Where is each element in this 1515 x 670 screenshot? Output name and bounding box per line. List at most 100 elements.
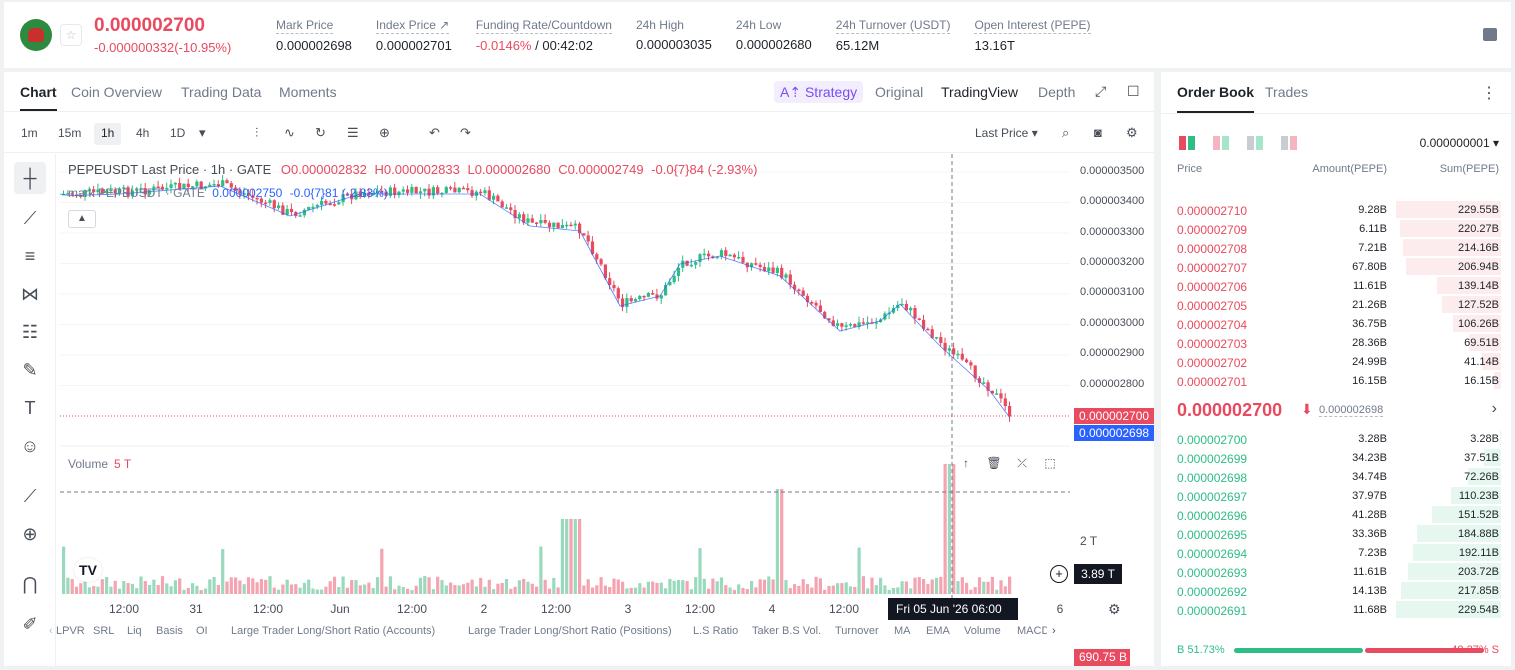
bid-row[interactable]: 0.000002695 33.36B 184.88B [1161, 524, 1511, 543]
trash-icon[interactable]: 🗑 [986, 456, 1002, 470]
view-tradingview[interactable]: TradingView [941, 84, 1019, 100]
text-tool-icon[interactable]: T [24, 397, 36, 418]
timeframe-1d[interactable]: 1D [170, 126, 186, 140]
tab-order-book[interactable]: Order Book [1177, 84, 1255, 113]
timeframe-1h[interactable]: 1h [94, 123, 122, 145]
indicator-srl[interactable]: SRL [93, 625, 115, 637]
price-type-select[interactable]: Last Price ▾ [975, 126, 1038, 140]
indicator-trader-accounts[interactable]: Large Trader Long/Short Ratio (Accounts) [231, 625, 436, 637]
timeframe-1m[interactable]: 1m [21, 126, 38, 140]
stat-24h-turnover[interactable]: 24h Turnover (USDT) 65.12M [835, 18, 951, 53]
crosshair-icon[interactable]: ┼ [14, 162, 46, 194]
list-icon[interactable]: ☰ [347, 125, 359, 140]
indicator-liq[interactable]: Liq [127, 625, 142, 637]
add-indicator-icon[interactable]: ⊕ [379, 125, 390, 140]
chart-settings-icon[interactable]: ⚙ [1108, 601, 1121, 617]
search-icon[interactable]: ⌕ [1062, 125, 1070, 140]
ask-row[interactable]: 0.000002702 24.99B 41.14B [1161, 352, 1511, 371]
more-options-icon[interactable]: ⋮ [1481, 85, 1497, 102]
favorite-star-icon[interactable]: ☆ [60, 24, 82, 46]
mode-bids-icon[interactable] [1247, 136, 1263, 150]
magnet-icon[interactable]: ⋂ [22, 573, 38, 594]
ruler-icon[interactable]: ⟋ [23, 485, 37, 506]
strategy-button[interactable]: A⇡ Strategy [774, 81, 864, 103]
maximize-pane-icon[interactable]: ⬚ [1044, 456, 1056, 470]
emoji-icon[interactable]: ☺ [20, 435, 40, 456]
tab-trading-data[interactable]: Trading Data [181, 84, 262, 100]
ask-row[interactable]: 0.000002706 11.61B 139.14B [1161, 276, 1511, 295]
indicators-icon[interactable]: ∿ [284, 125, 295, 140]
view-original[interactable]: Original [875, 84, 924, 100]
view-depth[interactable]: Depth [1038, 84, 1076, 100]
stat-funding-rate[interactable]: Funding Rate/Countdown -0.0146% / 00:42:… [475, 18, 612, 53]
undo-icon[interactable]: ↶ [429, 125, 440, 140]
redo-icon[interactable]: ↷ [460, 125, 471, 140]
gear-icon[interactable]: ⚙ [1126, 125, 1138, 140]
tab-coin-overview[interactable]: Coin Overview [71, 84, 163, 100]
mode-depth-icon[interactable] [1213, 136, 1229, 150]
indicator-macd[interactable]: MACD [1017, 625, 1047, 637]
bid-row[interactable]: 0.000002697 37.97B 110.23B [1161, 486, 1511, 505]
stat-index-price[interactable]: Index Price ↗ 0.000002701 [375, 18, 452, 53]
mid-price[interactable]: 0.000002700 [1177, 400, 1283, 420]
move-up-icon[interactable]: ↑ [963, 456, 969, 470]
bid-row[interactable]: 0.000002699 34.23B 37.51B [1161, 448, 1511, 467]
ask-row[interactable]: 0.000002708 7.21B 214.16B [1161, 238, 1511, 257]
brush-icon[interactable]: ✎ [22, 359, 38, 380]
ask-row[interactable]: 0.000002701 16.15B 16.15B [1161, 371, 1511, 390]
notebook-icon[interactable] [1483, 28, 1497, 41]
timeframe-15m[interactable]: 15m [58, 126, 82, 140]
indicator-oi[interactable]: OI [196, 625, 208, 637]
indicator-ls-ratio[interactable]: L.S Ratio [693, 625, 739, 637]
chevron-right-icon[interactable]: › [1052, 625, 1056, 637]
bid-row[interactable]: 0.000002696 41.28B 151.52B [1161, 505, 1511, 524]
ask-row[interactable]: 0.000002707 67.80B 206.94B [1161, 257, 1511, 276]
fib-icon[interactable]: ☷ [21, 321, 39, 342]
bid-row[interactable]: 0.000002694 7.23B 192.11B [1161, 543, 1511, 562]
ask-row[interactable]: 0.000002710 9.28B 229.55B [1161, 200, 1511, 219]
ask-row[interactable]: 0.000002709 6.11B 220.27B [1161, 219, 1511, 238]
stat-open-interest[interactable]: Open Interest (PEPE) 13.16T [974, 18, 1091, 53]
add-alert-icon[interactable]: + [1050, 565, 1068, 583]
stat-mark-price[interactable]: Mark Price 0.000002698 [276, 18, 352, 53]
tab-trades[interactable]: Trades [1265, 84, 1309, 100]
expand-icon[interactable]: ⤢ [1095, 83, 1107, 99]
indicator-basis[interactable]: Basis [156, 625, 183, 637]
bid-row[interactable]: 0.000002698 34.74B 72.26B [1161, 467, 1511, 486]
pencil-lock-icon[interactable]: ✐ [22, 613, 38, 634]
candle-type-icon[interactable]: ⫶ [255, 125, 259, 140]
camera-icon[interactable]: ◙ [1094, 125, 1102, 140]
timeframe-4h[interactable]: 4h [136, 126, 150, 140]
collapse-legend-button[interactable]: ▲ [68, 210, 96, 228]
price-chart[interactable]: PEPEUSDT Last Price · 1h · GATE O0.00000… [60, 154, 1070, 666]
horizontal-lines-icon[interactable]: ≡ [24, 245, 36, 266]
indicator-ma[interactable]: MA [894, 625, 911, 637]
bid-row[interactable]: 0.000002693 11.61B 203.72B [1161, 562, 1511, 581]
bid-row[interactable]: 0.000002691 11.68B 229.54B [1161, 600, 1511, 619]
precision-select[interactable]: 0.000000001 ▾ [1419, 136, 1499, 150]
zoom-in-icon[interactable]: ⊕ [22, 523, 38, 544]
bid-row[interactable]: 0.000002700 3.28B 3.28B [1161, 429, 1511, 448]
bid-row[interactable]: 0.000002692 14.13B 217.85B [1161, 581, 1511, 600]
scroll-left-icon[interactable]: ‹ [49, 625, 53, 637]
indicator-ema[interactable]: EMA [926, 625, 950, 637]
ask-row[interactable]: 0.000002705 21.26B 127.52B [1161, 295, 1511, 314]
indicator-lpvr[interactable]: LPVR [56, 625, 85, 637]
chevron-right-icon[interactable]: › [1491, 400, 1497, 417]
indicator-taker-bs-vol[interactable]: Taker B.S Vol. [752, 625, 822, 637]
trend-line-icon[interactable]: ⟋ [23, 207, 37, 228]
ask-row[interactable]: 0.000002703 28.36B 69.51B [1161, 333, 1511, 352]
tab-chart[interactable]: Chart [20, 84, 57, 111]
caret-down-icon[interactable]: ▾ [199, 125, 206, 140]
indicator-volume[interactable]: Volume [964, 625, 1001, 637]
mode-asks-icon[interactable] [1281, 136, 1297, 150]
mode-both-icon[interactable] [1179, 136, 1195, 150]
pattern-icon[interactable]: ⋈ [21, 283, 39, 304]
tab-moments[interactable]: Moments [279, 84, 337, 100]
time-axis[interactable]: 12:00 31 12:00 Jun 12:00 2 12:00 3 12:00… [60, 598, 1070, 620]
indicator-trader-positions[interactable]: Large Trader Long/Short Ratio (Positions… [468, 625, 672, 637]
price-axis[interactable]: 0.000003500 0.000003400 0.000003300 0.00… [1050, 154, 1154, 666]
collapse-pane-icon[interactable]: ⤫ [1017, 456, 1027, 470]
replay-icon[interactable]: ↻ [315, 125, 326, 140]
indicator-turnover[interactable]: Turnover [835, 625, 879, 637]
